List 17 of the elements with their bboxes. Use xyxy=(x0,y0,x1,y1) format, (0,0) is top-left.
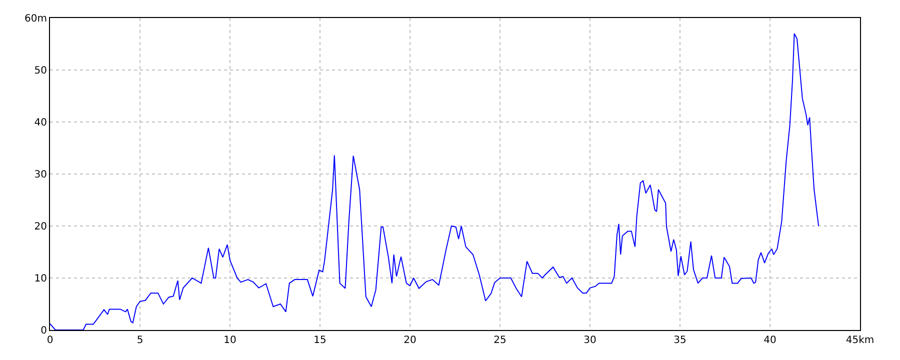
y-tick-label: 20 xyxy=(34,222,47,232)
line-series xyxy=(50,33,820,330)
x-tick-label: 30 xyxy=(584,335,596,346)
y-tick-label: 40 xyxy=(34,118,47,128)
x-tick-label: 35 xyxy=(674,335,686,346)
x-tick-label: 25 xyxy=(494,335,506,346)
x-tick-label: 10 xyxy=(224,335,236,346)
y-tick-label: 60m xyxy=(24,14,47,24)
x-tick-label: 40 xyxy=(764,335,776,346)
y-tick-label: 10 xyxy=(34,274,47,284)
x-tick-label: 15 xyxy=(314,335,326,346)
x-tick-label: 20 xyxy=(404,335,416,346)
y-tick-label: 30 xyxy=(34,170,47,180)
x-tick-label: 45km xyxy=(846,335,874,346)
y-tick-label: 0 xyxy=(40,326,47,336)
y-tick-label: 50 xyxy=(34,66,47,76)
x-tick-label: 5 xyxy=(136,335,144,346)
